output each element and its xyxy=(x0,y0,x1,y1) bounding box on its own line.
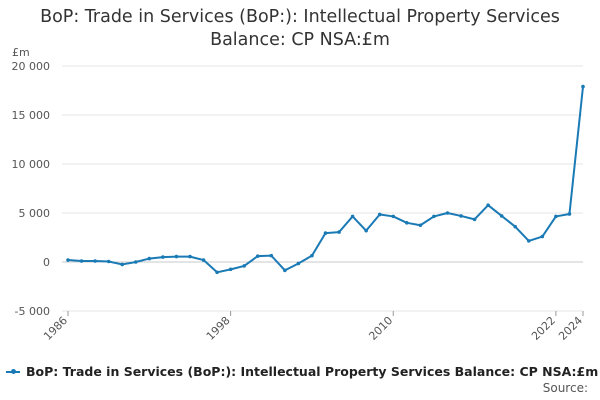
data-point xyxy=(405,221,409,225)
data-point xyxy=(133,260,138,264)
data-point xyxy=(581,84,585,89)
data-point xyxy=(106,259,111,264)
y-tick-label: 10 000 xyxy=(12,158,51,171)
data-point xyxy=(513,224,518,229)
x-tick-label: 2022 xyxy=(529,314,558,343)
chart-title-line1: BoP: Trade in Services (BoP:): Intellect… xyxy=(40,7,560,27)
x-tick-label: 1998 xyxy=(204,314,233,343)
y-tick-label: 20 000 xyxy=(12,60,51,73)
grid-lines xyxy=(62,65,583,312)
data-point xyxy=(66,258,70,262)
data-point xyxy=(472,217,477,222)
data-point xyxy=(323,231,328,235)
chart-title: BoP: Trade in Services (BoP:): Intellect… xyxy=(0,6,600,52)
series-layer xyxy=(66,84,585,275)
data-point xyxy=(364,228,368,233)
chart-title-line2: Balance: CP NSA:£m xyxy=(210,30,390,50)
data-point xyxy=(174,254,179,259)
y-tick-label: 15 000 xyxy=(12,109,51,122)
data-point xyxy=(228,267,233,272)
data-point xyxy=(120,262,125,267)
data-point xyxy=(147,256,152,261)
data-point xyxy=(161,255,165,259)
data-point xyxy=(255,254,260,258)
x-tick-label: 2010 xyxy=(366,314,395,343)
data-point xyxy=(526,239,531,243)
data-point xyxy=(432,214,436,219)
data-point xyxy=(499,214,504,218)
legend[interactable]: BoP: Trade in Services (BoP:): Intellect… xyxy=(6,364,598,379)
data-point xyxy=(93,259,97,263)
data-point xyxy=(188,254,192,259)
data-point xyxy=(391,214,396,219)
y-axis: -5 000 0 5 000 10 000 15 000 20 000£m xyxy=(12,46,51,318)
data-point xyxy=(459,214,463,218)
data-point xyxy=(242,264,246,268)
data-point xyxy=(540,234,545,239)
y-tick-label: -5 000 xyxy=(15,305,50,318)
data-point xyxy=(269,253,274,258)
legend-line-icon xyxy=(6,368,20,374)
data-point xyxy=(350,214,355,219)
data-point xyxy=(486,203,490,207)
y-tick-label: 5 000 xyxy=(19,207,51,220)
series-line xyxy=(67,86,584,274)
data-point xyxy=(337,230,341,234)
data-point xyxy=(79,259,84,263)
data-point xyxy=(296,261,301,266)
legend-label: BoP: Trade in Services (BoP:): Intellect… xyxy=(26,364,599,379)
data-point xyxy=(283,268,287,273)
legend-marker-icon xyxy=(11,368,16,374)
data-point xyxy=(445,211,450,215)
data-point xyxy=(418,223,423,228)
data-point xyxy=(215,270,219,275)
y-tick-label: 0 xyxy=(43,256,50,269)
data-point xyxy=(310,253,314,258)
y-axis-unit-label: £m xyxy=(12,46,30,59)
source-label: Source: xyxy=(542,381,588,395)
x-tick-label: 1986 xyxy=(41,314,70,343)
data-point xyxy=(567,212,572,216)
data-point xyxy=(201,258,206,262)
data-point xyxy=(554,214,558,219)
data-point xyxy=(377,212,382,217)
x-tick-label: 2024 xyxy=(556,314,585,343)
